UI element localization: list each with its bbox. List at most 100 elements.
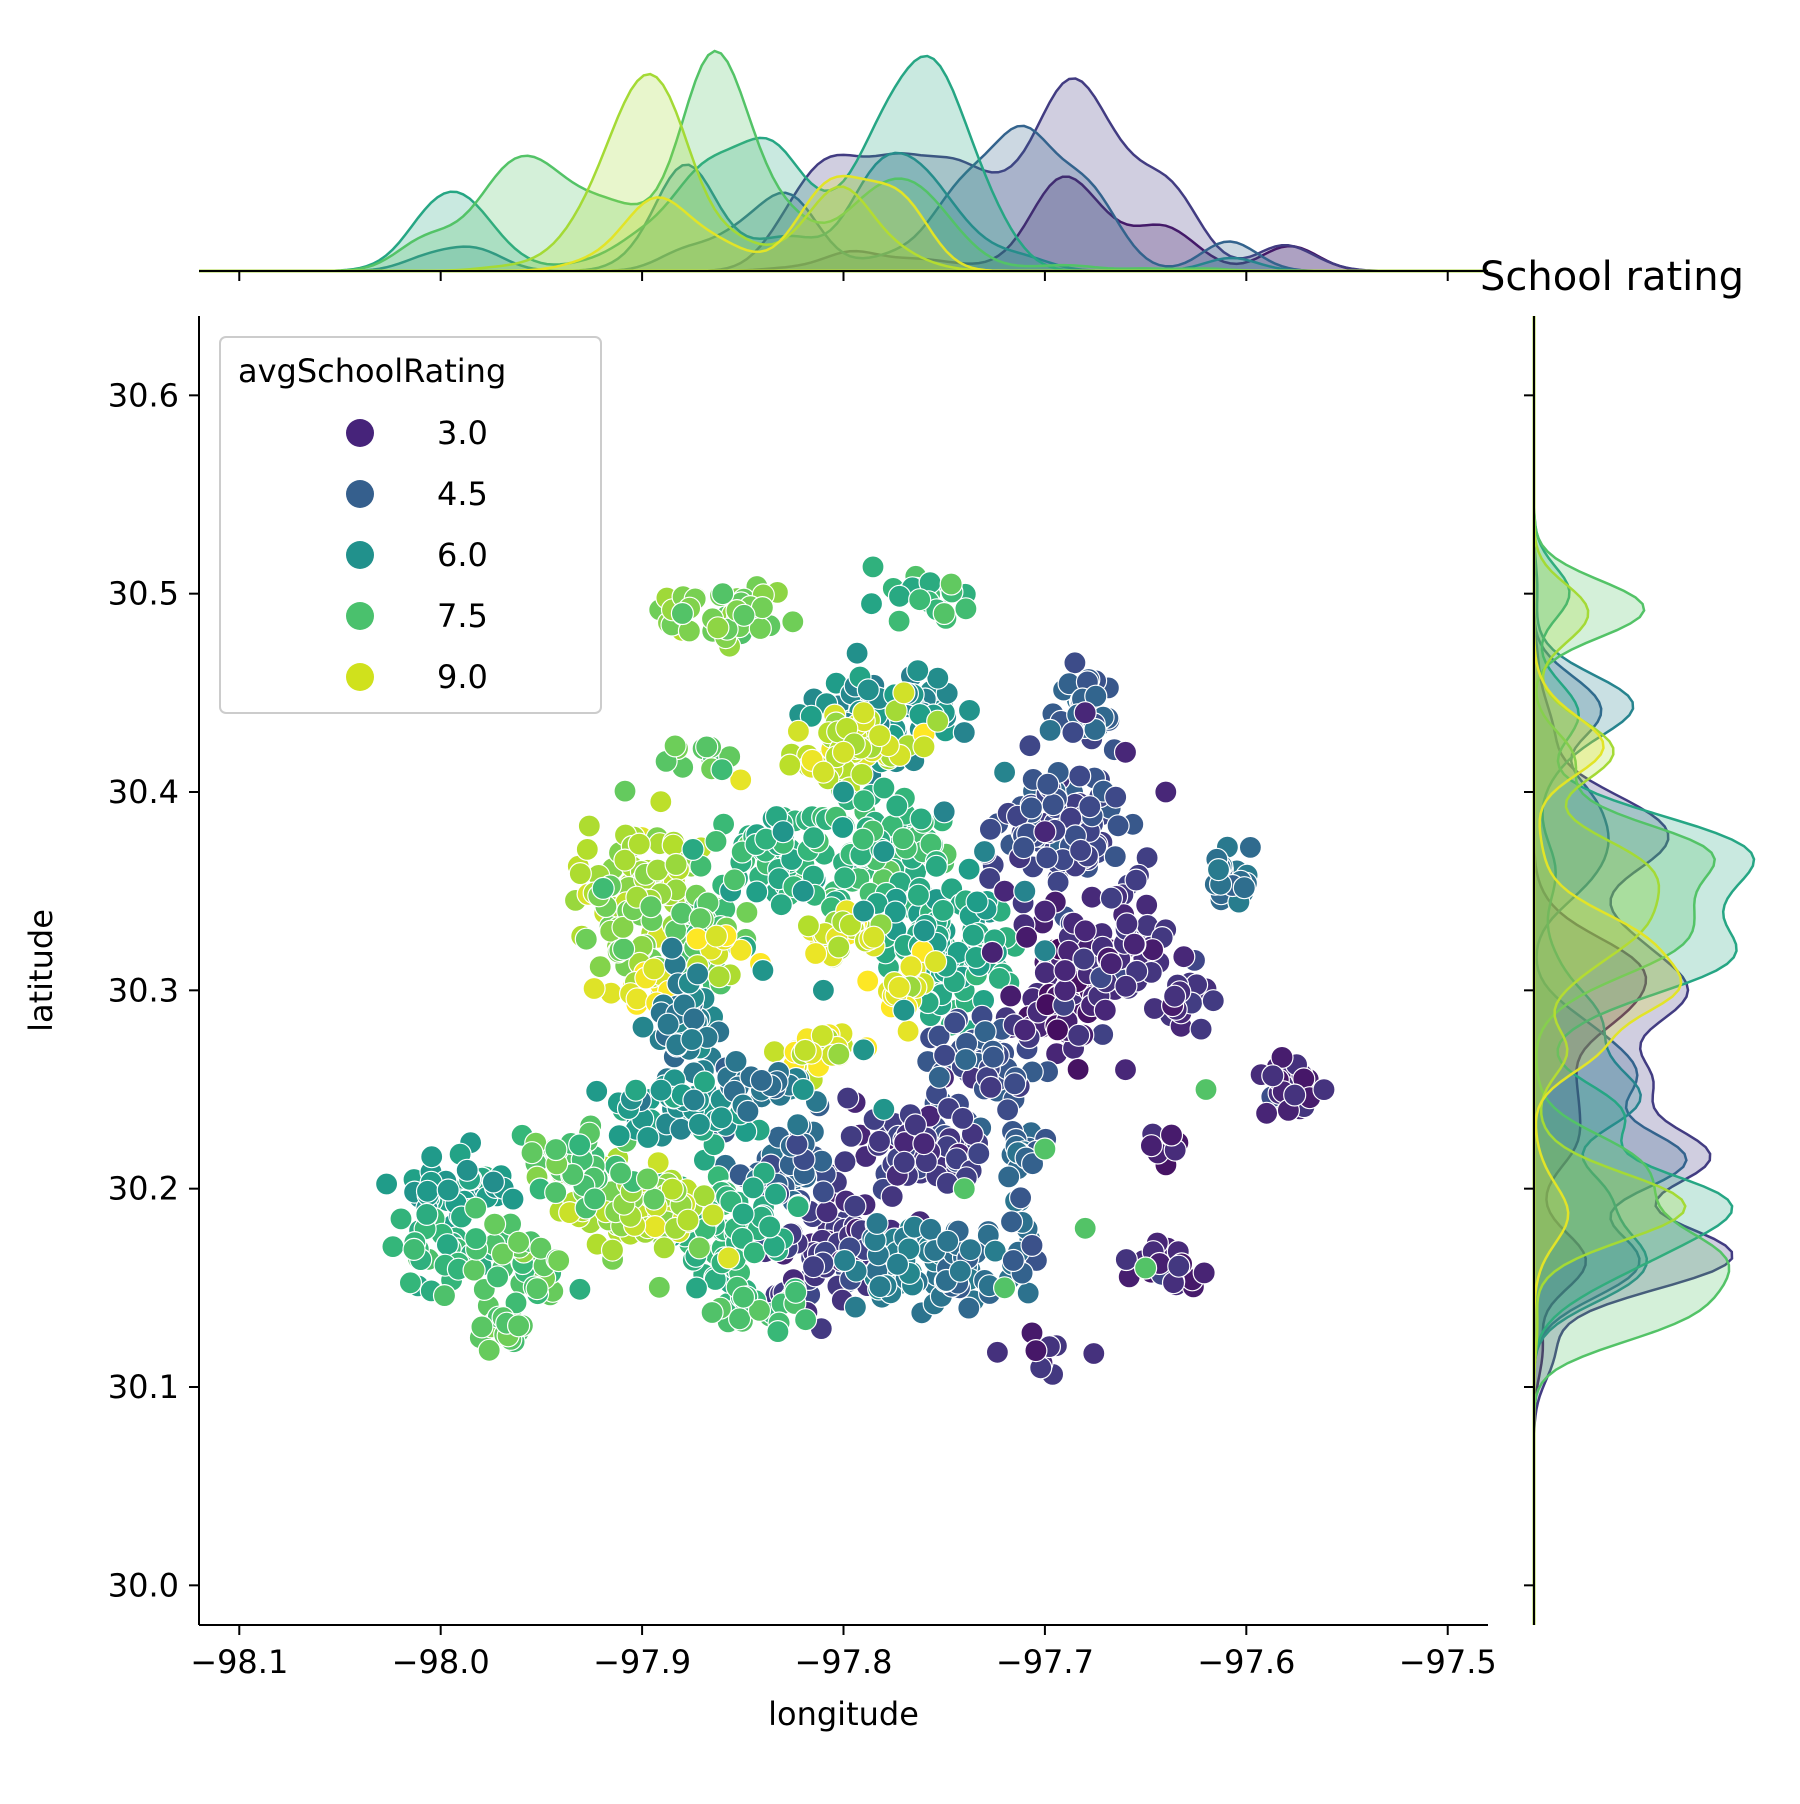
data-point [791, 1077, 815, 1102]
legend-marker [346, 419, 374, 447]
data-point [850, 762, 874, 787]
data-point [1106, 814, 1130, 838]
data-point [420, 1145, 444, 1169]
data-point [867, 1129, 892, 1153]
data-point [682, 1088, 706, 1112]
data-point [455, 1158, 479, 1182]
data-point [831, 780, 856, 804]
data-point [685, 927, 709, 951]
data-point [999, 984, 1023, 1008]
data-point [732, 603, 756, 627]
data-point [568, 1277, 592, 1301]
data-point [865, 1211, 889, 1236]
data-point [1099, 886, 1124, 910]
data-point [742, 1241, 766, 1265]
data-point [470, 1315, 494, 1339]
data-point [758, 1215, 782, 1239]
data-point [687, 1112, 712, 1137]
top-kde-curve [199, 151, 1488, 273]
data-point [1238, 835, 1263, 860]
data-point [978, 817, 1003, 841]
data-point [931, 898, 955, 923]
data-point [692, 1070, 717, 1094]
data-point [600, 1238, 625, 1262]
data-point [948, 1259, 972, 1283]
legend-marker [346, 480, 374, 508]
data-point [923, 949, 948, 974]
data-point [924, 854, 948, 878]
data-point [856, 969, 880, 993]
data-point [381, 1234, 405, 1259]
data-point [833, 866, 857, 890]
data-point [1159, 1123, 1184, 1147]
data-point [851, 1038, 876, 1062]
data-point [868, 1274, 892, 1299]
data-point [972, 839, 997, 864]
data-point [1061, 720, 1085, 745]
data-point [624, 1078, 648, 1102]
legend-label: 4.5 [437, 475, 488, 513]
data-point [859, 592, 884, 616]
data-point [1033, 939, 1057, 963]
x-tick-label: −97.6 [1197, 1643, 1295, 1681]
data-point [954, 1047, 978, 1072]
data-point [831, 815, 855, 840]
data-point [778, 753, 802, 777]
legend: avgSchoolRating 3.0 4.5 6.0 7.5 9.0 [219, 336, 602, 714]
data-point [892, 681, 916, 705]
data-point [891, 826, 915, 851]
data-point [1254, 1101, 1279, 1125]
data-point [547, 1248, 571, 1273]
data-point [611, 937, 636, 961]
data-point [912, 735, 936, 759]
data-point [1135, 893, 1159, 917]
data-point [1104, 785, 1128, 809]
legend-marker [346, 663, 374, 691]
data-point [887, 584, 912, 608]
data-point [727, 1307, 752, 1331]
data-point [731, 1285, 756, 1309]
data-point [872, 776, 896, 800]
data-point [880, 1184, 904, 1209]
data-point [680, 1027, 704, 1052]
data-point [706, 616, 730, 640]
data-point [432, 1283, 457, 1308]
data-point [642, 1187, 666, 1211]
data-point [504, 1291, 528, 1315]
data-point [486, 1265, 510, 1289]
top-marginal-kde [199, 49, 1488, 273]
data-point [811, 978, 836, 1002]
data-point [832, 1248, 857, 1273]
data-point [810, 1023, 834, 1048]
y-tick-label: 30.5 [108, 575, 179, 613]
data-point [1013, 879, 1037, 903]
data-point [643, 1214, 667, 1239]
data-point [656, 1012, 680, 1036]
data-point [762, 1040, 787, 1064]
data-point [704, 829, 728, 854]
data-point [664, 852, 688, 877]
data-point [716, 1246, 741, 1270]
data-point [784, 1280, 808, 1304]
scatter-points-layer [375, 555, 1336, 1387]
right-marginal-kde [1532, 316, 1756, 1625]
data-point [1008, 1186, 1033, 1210]
data-point [1016, 1281, 1040, 1305]
data-point [1012, 835, 1036, 860]
data-point [481, 1170, 505, 1194]
data-point [793, 1038, 817, 1063]
y-tick-label: 30.1 [108, 1368, 179, 1406]
data-point [577, 814, 601, 838]
data-point [506, 1314, 531, 1338]
data-point [1033, 820, 1057, 844]
data-point [771, 820, 795, 844]
data-point [464, 1226, 488, 1251]
data-point [872, 839, 896, 864]
data-point [799, 704, 823, 728]
y-tick-label: 30.3 [108, 971, 179, 1009]
data-point [1073, 919, 1097, 943]
data-point [1113, 1058, 1138, 1082]
data-point [802, 826, 826, 850]
data-point [1194, 1077, 1218, 1102]
